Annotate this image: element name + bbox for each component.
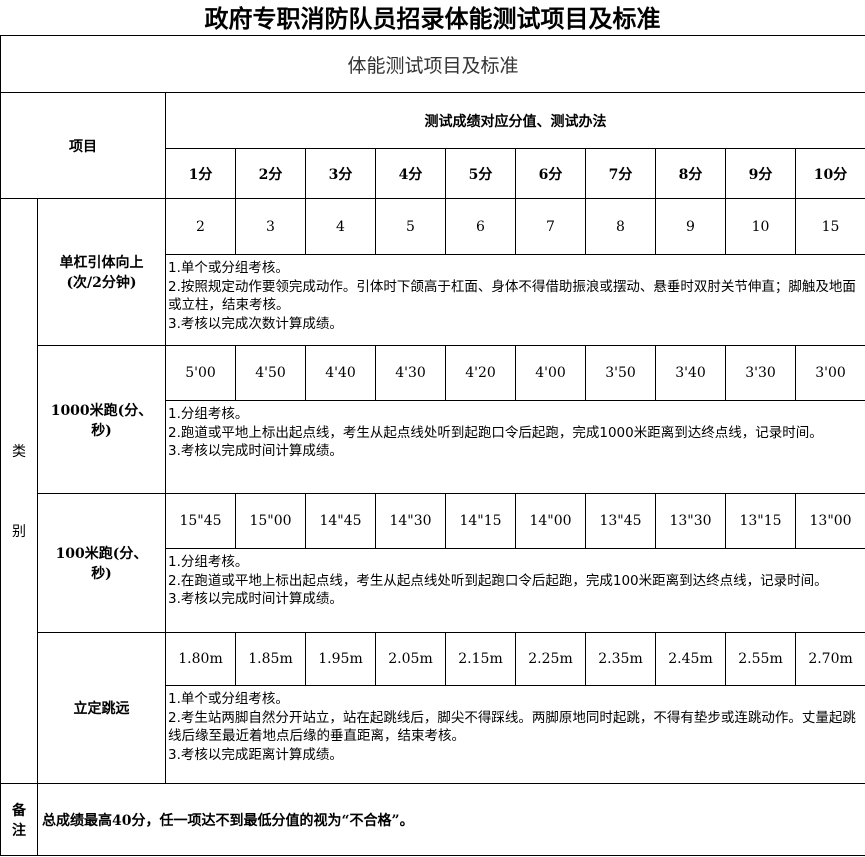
score-value: 2.05m bbox=[375, 632, 446, 686]
test-method: 1.分组考核。 2.跑道或平地上标出起点线，考生从起点线处听到起跑口令后起跑，完成… bbox=[164, 400, 865, 494]
score-value: 9 bbox=[655, 198, 726, 255]
score-value: 13"30 bbox=[655, 493, 726, 549]
score-value: 1.95m bbox=[305, 632, 376, 686]
score-value: 4'50 bbox=[235, 345, 306, 401]
score-value: 2 bbox=[165, 198, 236, 255]
score-value: 1.80m bbox=[165, 632, 236, 686]
score-value: 3'30 bbox=[725, 345, 796, 401]
test-method: 1.分组考核。 2.在跑道或平地上标出起点线，考生从起点线处听到起跑口令后起跑，完… bbox=[164, 548, 865, 633]
score-value: 3'50 bbox=[585, 345, 656, 401]
score-value: 4 bbox=[305, 198, 376, 255]
method-line: 3.考核以完成时间计算成绩。 bbox=[168, 443, 343, 459]
score-value: 7 bbox=[515, 198, 586, 255]
score-value: 2.35m bbox=[585, 632, 656, 686]
method-line: 2.按照规定动作要领完成动作。引体时下颌高于杠面、身体不得借助振浪或摆动、悬垂时… bbox=[168, 278, 856, 314]
score-header: 6分 bbox=[515, 148, 586, 199]
score-header: 1分 bbox=[165, 148, 236, 199]
score-value: 2.45m bbox=[655, 632, 726, 686]
score-value: 5'00 bbox=[165, 345, 236, 401]
category-bottom: 别 bbox=[12, 524, 26, 540]
score-header: 3分 bbox=[305, 148, 376, 199]
method-line: 2.在跑道或平地上标出起点线，考生从起点线处听到起跑口令后起跑，完成100米距离… bbox=[168, 572, 828, 589]
test-method: 1.单个或分组考核。 2.考生站两脚自然分开站立，站在起跳线后，脚尖不得踩线。两脚… bbox=[164, 685, 865, 784]
method-line: 3.考核以完成距离计算成绩。 bbox=[168, 746, 343, 763]
method-line: 1.分组考核。 bbox=[168, 406, 249, 422]
score-value: 15"45 bbox=[165, 493, 236, 549]
event-name: 立定跳远 bbox=[37, 632, 166, 784]
score-value: 8 bbox=[585, 198, 656, 255]
score-header: 8分 bbox=[655, 148, 726, 199]
score-value: 15"00 bbox=[235, 493, 306, 549]
method-line: 3.考核以完成时间计算成绩。 bbox=[168, 591, 343, 607]
score-value: 4'30 bbox=[375, 345, 446, 401]
test-method: 1.单个或分组考核。 2.按照规定动作要领完成动作。引体时下颌高于杠面、身体不得借… bbox=[164, 254, 865, 346]
score-value: 2.70m bbox=[794, 632, 865, 686]
method-line: 1.单个或分组考核。 bbox=[168, 260, 289, 276]
score-value: 2.15m bbox=[445, 632, 516, 686]
score-value: 6 bbox=[445, 198, 516, 255]
score-value: 13"00 bbox=[794, 493, 865, 549]
score-header: 5分 bbox=[445, 148, 516, 199]
score-value: 14"15 bbox=[445, 493, 516, 549]
notes-label: 备注 bbox=[0, 783, 38, 856]
score-value: 3'00 bbox=[794, 345, 865, 401]
notes-text: 总成绩最高40分，任一项达不到最低分值的视为“不合格”。 bbox=[36, 783, 865, 856]
score-value: 14"45 bbox=[305, 493, 376, 549]
score-value: 13"15 bbox=[725, 493, 796, 549]
event-name: 100米跑(分、秒) bbox=[37, 493, 166, 633]
score-value: 4'40 bbox=[305, 345, 376, 401]
method-line: 3.考核以完成次数计算成绩。 bbox=[168, 315, 343, 332]
event-name: 单杠引体向上(次/2分钟) bbox=[37, 198, 166, 346]
score-value: 2.25m bbox=[515, 632, 586, 686]
scores-title: 测试成绩对应分值、测试办法 bbox=[164, 92, 865, 149]
score-value: 14"00 bbox=[515, 493, 586, 549]
score-value: 2.55m bbox=[725, 632, 796, 686]
score-value: 1.85m bbox=[235, 632, 306, 686]
category-top: 类 bbox=[12, 444, 26, 460]
method-line: 2.跑道或平地上标出起点线，考生从起点线处听到起跑口令后起跑，完成1000米距离… bbox=[168, 424, 823, 441]
score-value: 4'20 bbox=[445, 345, 516, 401]
table-subtitle: 体能测试项目及标准 bbox=[0, 35, 865, 93]
category-label: 类别 bbox=[0, 198, 38, 784]
score-header: 10分 bbox=[794, 148, 865, 199]
table-row: 1000米跑(分、秒) 5'00 4'50 4'40 4'30 4'20 4'00 3'50 3… bbox=[1, 345, 865, 494]
score-header: 7分 bbox=[585, 148, 656, 199]
table-row: 立定跳远 1.80m 1.85m 1.95m 2.05m 2.15m 2.25m 2.35m 2… bbox=[1, 632, 865, 784]
score-value: 10 bbox=[725, 198, 796, 255]
score-value: 5 bbox=[375, 198, 446, 255]
page-title: 政府专职消防队员招录体能测试项目及标准 bbox=[204, 5, 661, 33]
score-value: 13"45 bbox=[585, 493, 656, 549]
score-header: 9分 bbox=[725, 148, 796, 199]
score-value: 4'00 bbox=[515, 345, 586, 401]
event-name: 1000米跑(分、秒) bbox=[37, 345, 166, 494]
item-header: 项目 bbox=[0, 92, 166, 199]
table-row: 100米跑(分、秒) 15"45 15"00 14"45 14"30 14"15 14"00… bbox=[1, 493, 865, 633]
score-value: 14"30 bbox=[375, 493, 446, 549]
score-value: 3'40 bbox=[655, 345, 726, 401]
score-value: 3 bbox=[235, 198, 306, 255]
score-header: 4分 bbox=[375, 148, 446, 199]
table-row: 类别单杠引体向上(次/2分钟) 2 3 4 5 6 7 8 9 10 15 bbox=[0, 198, 865, 784]
score-value: 15 bbox=[794, 198, 865, 255]
method-line: 1.分组考核。 bbox=[168, 554, 249, 570]
method-line: 1.单个或分组考核。 bbox=[168, 691, 289, 707]
score-header: 2分 bbox=[235, 148, 306, 199]
standards-table: 体能测试项目及标准 项目 测试成绩对应分值、测试办法 1分 2分 3分 4分 5分 6分 7… bbox=[0, 35, 865, 856]
method-line: 2.考生站两脚自然分开站立，站在起跳线后，脚尖不得踩线。两脚原地同时起跳，不得有… bbox=[168, 709, 856, 745]
